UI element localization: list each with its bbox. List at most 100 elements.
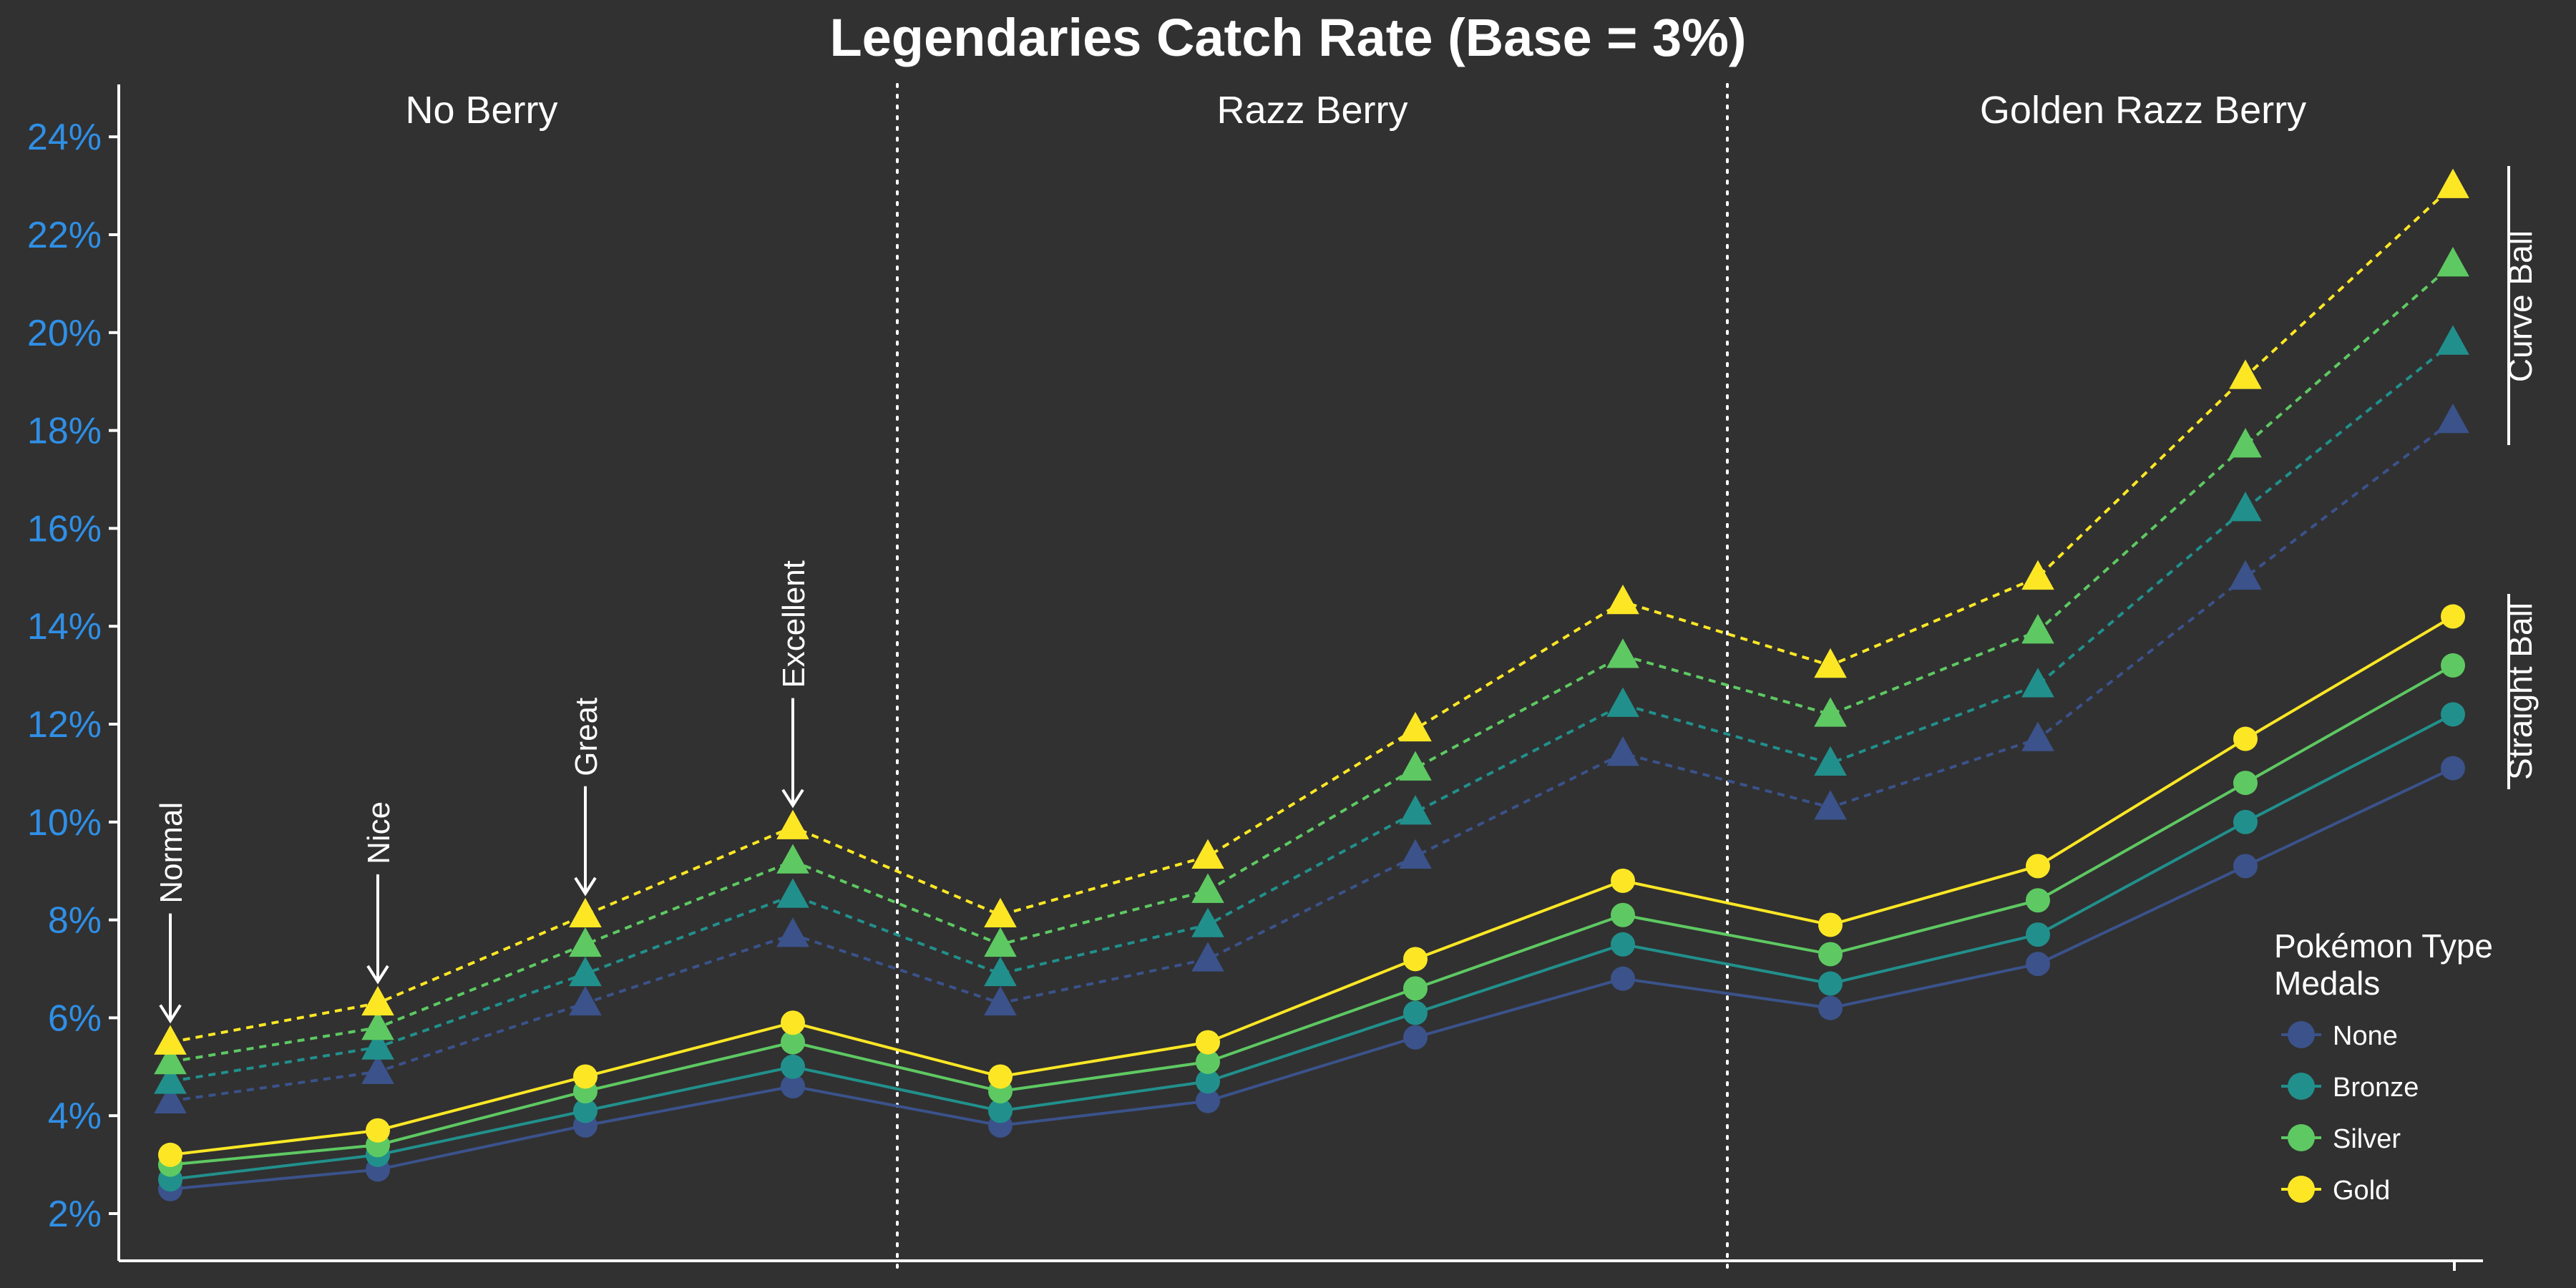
throw-arrowhead-nice — [366, 965, 389, 985]
point-gold-curve-ball — [1814, 648, 1847, 678]
throw-arrowhead-great — [574, 877, 597, 897]
throw-arrowhead-excellent — [781, 789, 804, 809]
series-points — [154, 168, 2469, 1201]
y-tick-label: 22% — [27, 215, 102, 256]
point-bronze-curve-ball — [2436, 325, 2469, 355]
series-line-gold-straight-ball — [170, 615, 2454, 1156]
point-gold-straight-ball — [158, 1142, 182, 1167]
point-none-straight-ball — [1611, 966, 1635, 991]
y-tick-label: 20% — [27, 313, 102, 354]
point-gold-curve-ball — [2229, 359, 2262, 389]
point-gold-curve-ball — [569, 897, 602, 928]
point-gold-straight-ball — [1818, 912, 1843, 937]
series-line-none-curve-ball — [170, 419, 2454, 1103]
y-tick-label: 18% — [27, 411, 102, 452]
point-silver-straight-ball — [1196, 1049, 1220, 1074]
point-bronze-straight-ball — [1196, 1069, 1220, 1094]
section-label-no-berry: No Berry — [405, 89, 557, 132]
point-gold-curve-ball — [984, 897, 1017, 928]
point-gold-curve-ball — [154, 1025, 187, 1055]
point-none-curve-ball — [1399, 839, 1432, 869]
point-gold-curve-ball — [1399, 711, 1432, 742]
point-gold-curve-ball — [361, 985, 394, 1016]
point-bronze-straight-ball — [573, 1098, 597, 1123]
throw-annotations: Normal Nice Great Excellent — [154, 560, 811, 1024]
point-bronze-curve-ball — [1814, 746, 1847, 776]
legend-key-marker-silver — [2288, 1124, 2315, 1151]
series-line-gold-curve-ball — [170, 185, 2454, 1044]
section-label-razz-berry: Razz Berry — [1216, 89, 1407, 132]
point-none-straight-ball — [1196, 1088, 1220, 1113]
point-bronze-straight-ball — [988, 1098, 1013, 1123]
y-tick-label: 6% — [48, 997, 102, 1039]
point-none-straight-ball — [2441, 756, 2465, 781]
point-silver-curve-ball — [2436, 247, 2469, 277]
point-bronze-straight-ball — [2441, 702, 2465, 727]
ball-type-labels: Curve Ball Straight Ball — [2502, 166, 2539, 789]
point-none-straight-ball — [781, 1074, 805, 1099]
point-bronze-curve-ball — [154, 1064, 187, 1094]
throw-label-normal: Normal — [154, 802, 189, 904]
point-silver-straight-ball — [1818, 942, 1843, 967]
curve-ball-label: Curve Ball — [2502, 230, 2539, 382]
point-bronze-straight-ball — [1818, 971, 1843, 996]
point-silver-curve-ball — [984, 927, 1017, 957]
point-silver-straight-ball — [2026, 888, 2050, 913]
point-bronze-curve-ball — [361, 1030, 394, 1060]
y-tick-label: 4% — [48, 1096, 102, 1137]
point-silver-straight-ball — [2233, 771, 2258, 796]
point-none-curve-ball — [2021, 721, 2054, 751]
point-silver-curve-ball — [1191, 873, 1224, 903]
y-tick-label: 12% — [27, 704, 102, 746]
legend-key-marker-bronze — [2288, 1073, 2315, 1100]
point-bronze-curve-ball — [1606, 687, 1639, 717]
point-gold-straight-ball — [1403, 947, 1428, 972]
legend-label-none: None — [2333, 1021, 2398, 1051]
point-gold-curve-ball — [1191, 839, 1224, 869]
legend-label-bronze: Bronze — [2333, 1073, 2419, 1103]
point-bronze-straight-ball — [1611, 932, 1635, 957]
point-bronze-straight-ball — [2233, 809, 2258, 834]
point-none-straight-ball — [2026, 952, 2050, 977]
point-bronze-curve-ball — [776, 878, 809, 908]
legend-key-marker-none — [2288, 1021, 2315, 1048]
point-bronze-curve-ball — [569, 956, 602, 987]
throw-arrowhead-normal — [159, 1004, 182, 1024]
y-tick-label: 24% — [27, 117, 102, 158]
y-tick-label: 10% — [27, 802, 102, 844]
point-bronze-straight-ball — [2026, 922, 2050, 947]
legend-title-line1: Pokémon Type — [2274, 927, 2493, 965]
point-silver-straight-ball — [1403, 976, 1428, 1001]
point-bronze-curve-ball — [984, 956, 1017, 987]
series-line-silver-curve-ball — [170, 263, 2454, 1063]
point-none-straight-ball — [2233, 854, 2258, 879]
point-gold-straight-ball — [2026, 854, 2050, 879]
point-silver-curve-ball — [569, 927, 602, 957]
point-none-curve-ball — [154, 1083, 187, 1113]
point-bronze-curve-ball — [1191, 907, 1224, 937]
axes: 2% 4% 6% 8% 10% 12% 14% 16% 18% 20% 22% 24% — [27, 84, 2483, 1271]
point-silver-curve-ball — [2229, 428, 2262, 458]
point-bronze-curve-ball — [1399, 795, 1432, 825]
point-gold-straight-ball — [573, 1064, 597, 1089]
point-none-curve-ball — [2229, 560, 2262, 590]
series-line-bronze-curve-ball — [170, 341, 2454, 1083]
legend-title-line2: Medals — [2274, 965, 2380, 1002]
series-line-silver-straight-ball — [170, 664, 2454, 1166]
y-tick-label: 2% — [48, 1194, 102, 1235]
point-none-straight-ball — [1403, 1025, 1428, 1050]
point-none-curve-ball — [1814, 790, 1847, 820]
point-gold-straight-ball — [1611, 868, 1635, 893]
point-gold-straight-ball — [781, 1010, 805, 1035]
point-silver-straight-ball — [1611, 902, 1635, 927]
point-silver-curve-ball — [1606, 638, 1639, 668]
y-tick-label: 14% — [27, 606, 102, 648]
point-silver-straight-ball — [781, 1030, 805, 1055]
point-gold-curve-ball — [1606, 585, 1639, 615]
point-none-curve-ball — [1191, 942, 1224, 972]
legend: Pokémon Type Medals None Bronze Silver Gold — [2274, 927, 2493, 1206]
point-none-curve-ball — [361, 1054, 394, 1084]
point-silver-curve-ball — [1814, 697, 1847, 727]
point-bronze-straight-ball — [781, 1054, 805, 1079]
